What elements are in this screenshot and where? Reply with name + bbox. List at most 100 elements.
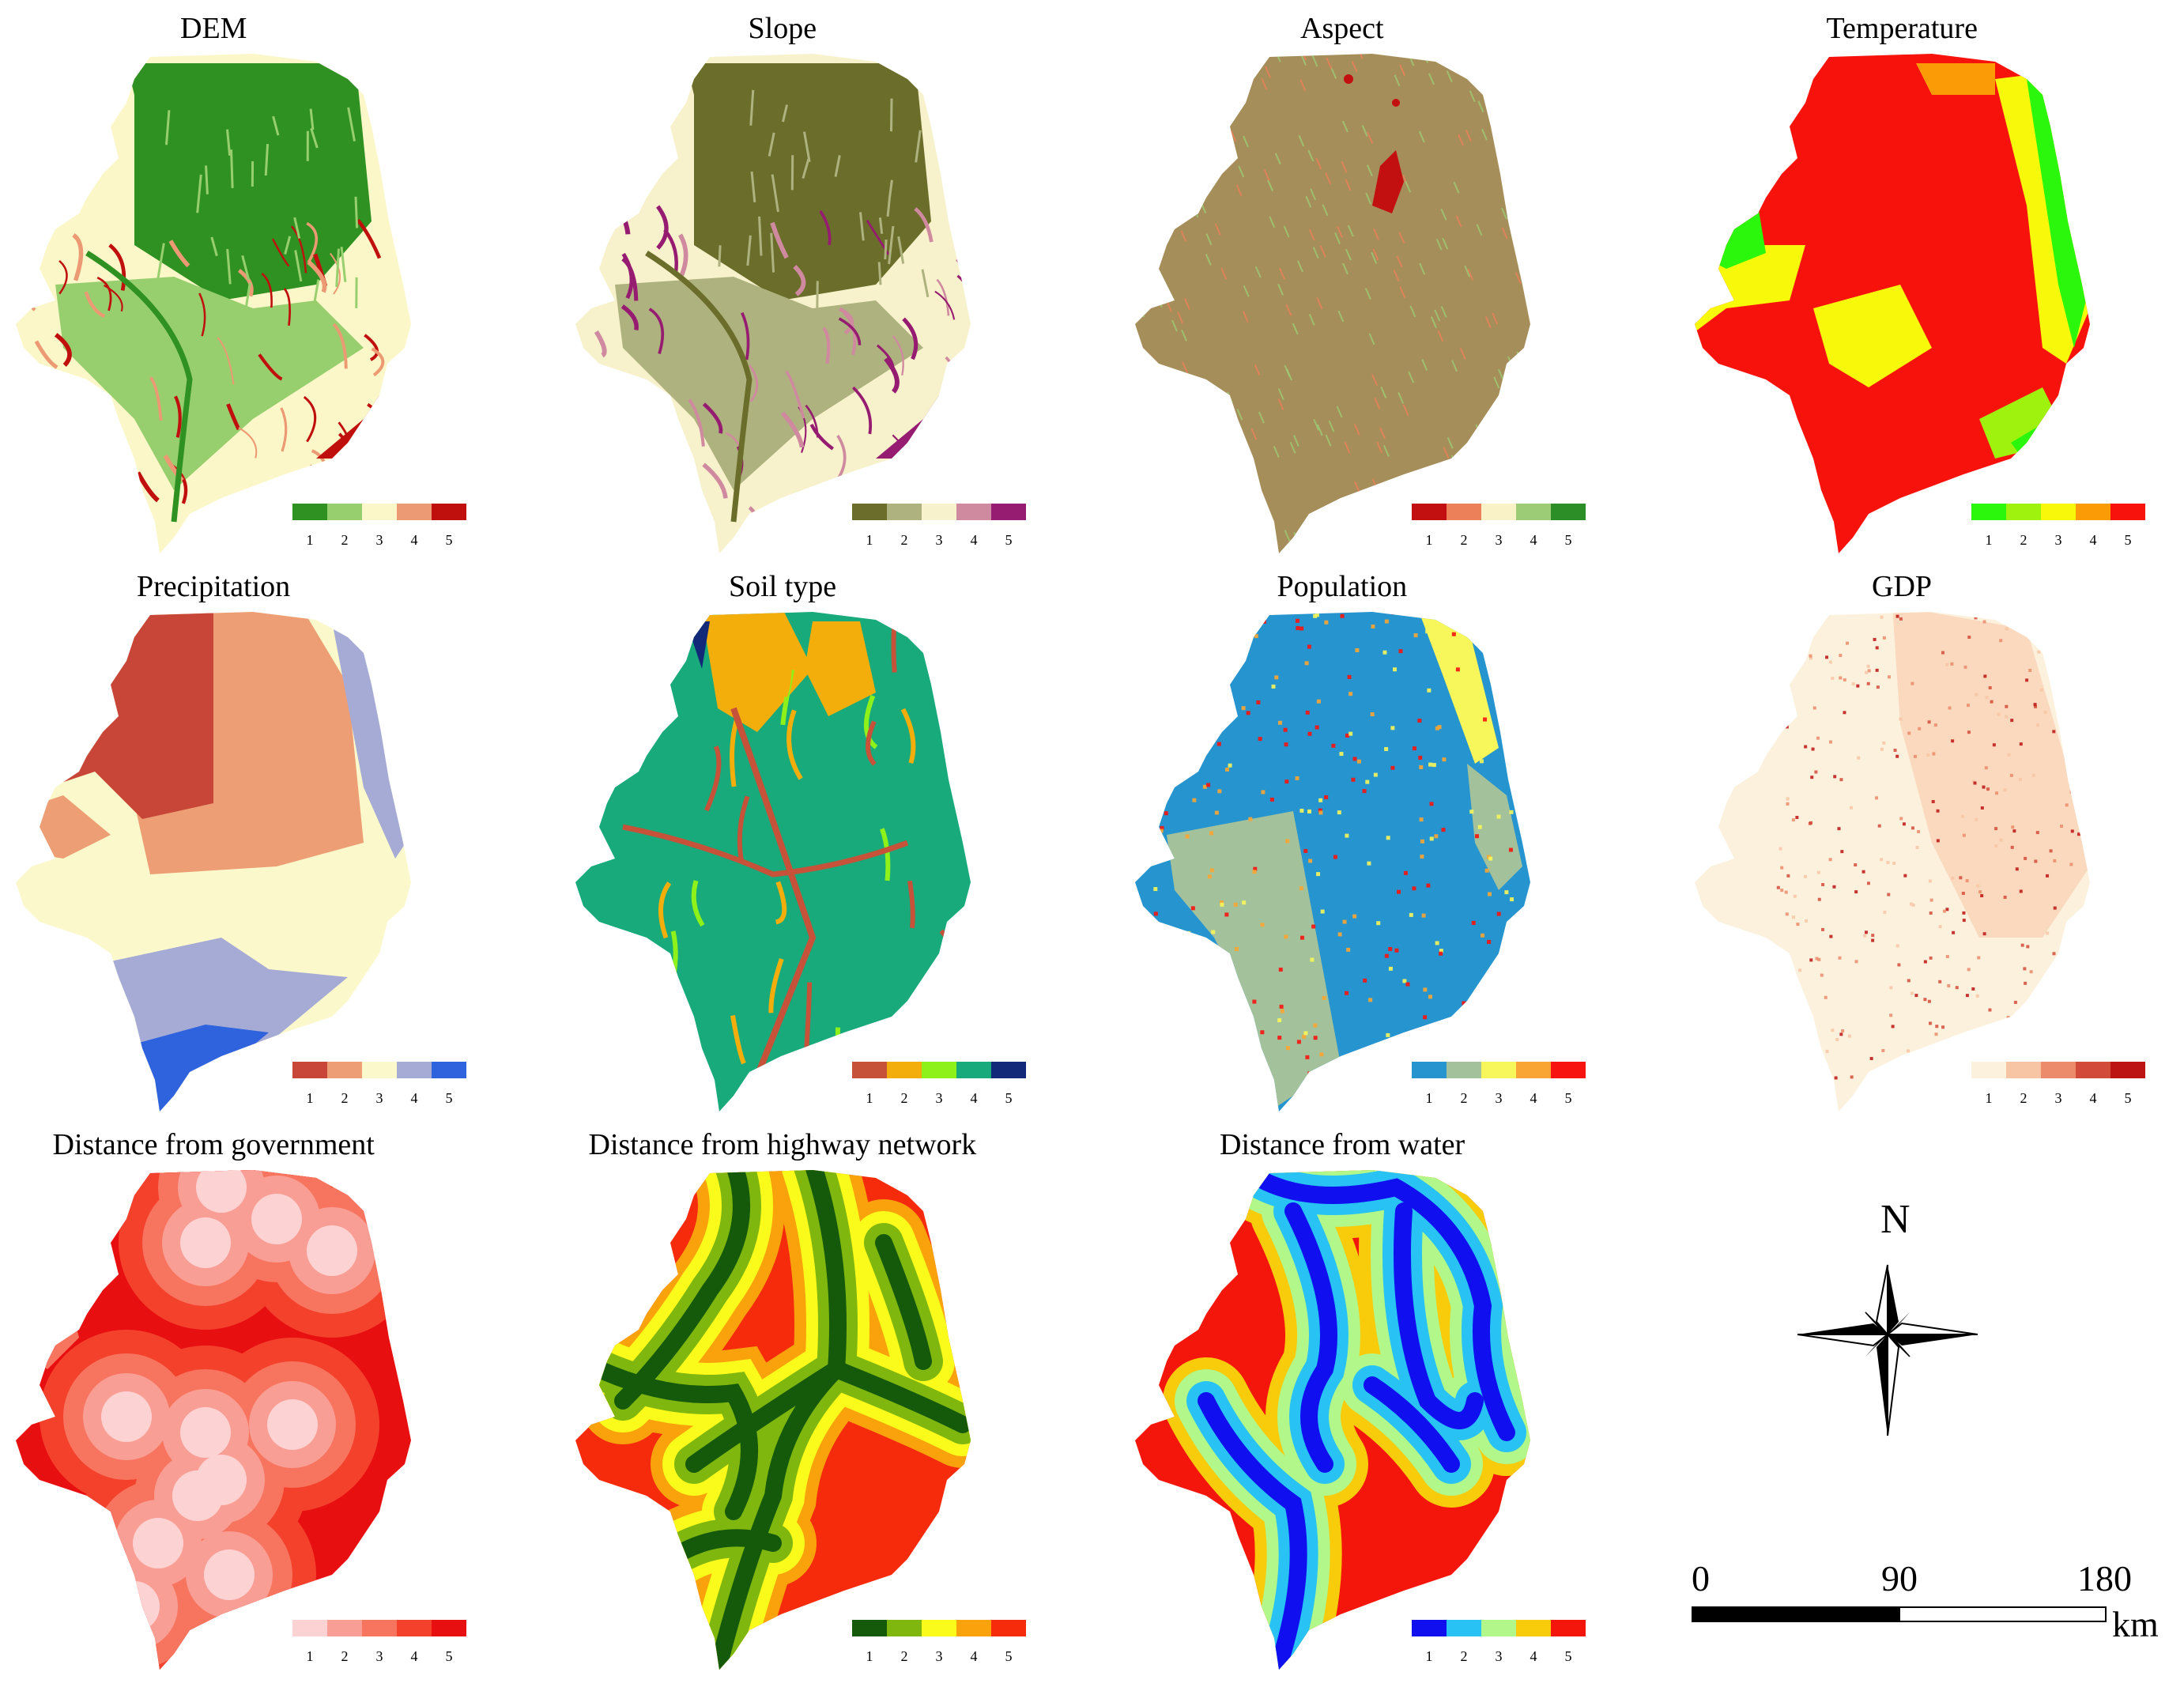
legend-label: 1	[866, 1648, 873, 1664]
legend-label: 2	[2020, 1090, 2027, 1106]
map-dist-water	[1135, 1170, 1530, 1670]
legend-swatch	[1447, 504, 1481, 520]
legend-label: 2	[1460, 1090, 1468, 1106]
legend-label: 5	[1564, 1648, 1572, 1664]
map-population	[1135, 612, 1530, 1112]
panel-title: Distance from highway network	[588, 1128, 977, 1161]
legend-label: 4	[1530, 1090, 1537, 1106]
legend-swatch	[2076, 1062, 2110, 1078]
legend-swatch	[1481, 504, 1516, 520]
legend-label: 4	[970, 1090, 978, 1106]
legend-swatch	[991, 1620, 1026, 1636]
legend-label: 4	[2089, 1090, 2097, 1106]
legend-label: 4	[2089, 532, 2097, 548]
legend-label: 5	[2124, 532, 2132, 548]
legend-label: 2	[341, 1648, 349, 1664]
legend-label: 4	[970, 532, 978, 548]
legend-swatch	[1447, 1620, 1481, 1636]
legend-swatch	[1516, 1620, 1551, 1636]
legend-swatch	[2041, 1062, 2076, 1078]
legend-swatch	[292, 1062, 327, 1078]
map-panel-soil: Soil type 1 2 3 4 5	[560, 558, 1113, 1112]
legend-label: 3	[375, 1090, 383, 1106]
legend-label: 5	[1005, 532, 1013, 548]
north-arrow-icon	[1797, 1264, 1978, 1436]
legend-label: 1	[1985, 532, 1993, 548]
legend-swatch	[327, 1620, 362, 1636]
legend-swatch	[1481, 1062, 1516, 1078]
panel-title: GDP	[1872, 570, 1933, 603]
map-dist-gov	[16, 1170, 411, 1670]
legend-swatch	[1516, 504, 1551, 520]
scale-unit: km	[2112, 1604, 2159, 1644]
legend-label: 1	[306, 532, 314, 548]
scale-bar: 0 90 180 km	[1692, 1557, 2159, 1644]
legend-label: 2	[341, 1090, 349, 1106]
map-panel-slope: Slope 1 2 3 4 5	[560, 0, 1113, 553]
legend-swatch	[991, 504, 1026, 520]
legend-label: 3	[935, 1648, 943, 1664]
legend-swatch	[327, 504, 362, 520]
legend-swatch	[397, 1620, 432, 1636]
legend-swatch	[397, 1062, 432, 1078]
legend: 1 2 3 4 5	[1412, 504, 1586, 551]
scale-tick-180: 180	[2077, 1558, 2132, 1599]
map-precipitation	[16, 612, 411, 1112]
map-aspect	[1135, 54, 1530, 553]
panel-title: Distance from water	[1220, 1128, 1465, 1161]
legend-label: 1	[306, 1648, 314, 1664]
legend-swatch	[292, 504, 327, 520]
legend-swatch	[2041, 504, 2076, 520]
legend-swatch	[362, 1062, 397, 1078]
legend-swatch	[1412, 1620, 1447, 1636]
map-panel-precipitation: Precipitation 1 2 3 4 5	[0, 558, 553, 1112]
legend: 1 2 3 4 5	[1412, 1062, 1586, 1109]
legend-swatch	[2110, 504, 2145, 520]
legend-swatch	[397, 504, 432, 520]
map-panel-dist-gov: Distance from government 1 2 3 4 5	[0, 1116, 553, 1670]
legend-label: 3	[935, 1090, 943, 1106]
legend-label: 4	[410, 1090, 418, 1106]
legend-swatch	[1971, 504, 2006, 520]
legend-swatch	[432, 1620, 466, 1636]
legend-label: 2	[1460, 1648, 1468, 1664]
legend-swatch	[1551, 1062, 1586, 1078]
panel-title: Temperature	[1826, 12, 1978, 45]
legend: 1 2 3 4 5	[852, 1062, 1026, 1109]
legend-swatch	[1551, 504, 1586, 520]
legend-label: 4	[1530, 532, 1537, 548]
legend-label: 3	[375, 1648, 383, 1664]
legend-swatch	[956, 1062, 991, 1078]
legend-label: 3	[1495, 1090, 1503, 1106]
legend-swatch	[1481, 1620, 1516, 1636]
legend-swatch	[2006, 1062, 2041, 1078]
legend-swatch	[852, 1062, 887, 1078]
legend-label: 4	[410, 1648, 418, 1664]
legend-label: 5	[1564, 532, 1572, 548]
legend-label: 2	[1460, 532, 1468, 548]
legend-label: 1	[1985, 1090, 1993, 1106]
scale-tick-0: 0	[1692, 1558, 1710, 1599]
legend-swatch	[432, 1062, 466, 1078]
legend-label: 5	[1564, 1090, 1572, 1106]
legend: 1 2 3 4 5	[292, 1062, 466, 1109]
scale-segment-white	[1899, 1606, 2107, 1622]
legend-label: 5	[445, 1090, 453, 1106]
legend-swatch	[1412, 1062, 1447, 1078]
legend: 1 2 3 4 5	[1412, 1620, 1586, 1667]
legend-swatch	[1971, 1062, 2006, 1078]
legend-swatch	[956, 504, 991, 520]
panel-title: Population	[1277, 570, 1408, 603]
map-panel-temperature: Temperature 1 2 3 4 5	[1679, 0, 2184, 553]
legend-label: 5	[445, 532, 453, 548]
map-panel-population: Population 1 2 3 4 5	[1119, 558, 1673, 1112]
map-dem	[16, 54, 411, 553]
legend-label: 5	[2124, 1090, 2132, 1106]
legend: 1 2 3 4 5	[1971, 1062, 2145, 1109]
map-gdp	[1695, 612, 2090, 1112]
legend-label: 3	[1495, 532, 1503, 548]
legend-swatch	[852, 504, 887, 520]
legend-label: 3	[375, 532, 383, 548]
legend: 1 2 3 4 5	[852, 504, 1026, 551]
legend-label: 5	[1005, 1090, 1013, 1106]
